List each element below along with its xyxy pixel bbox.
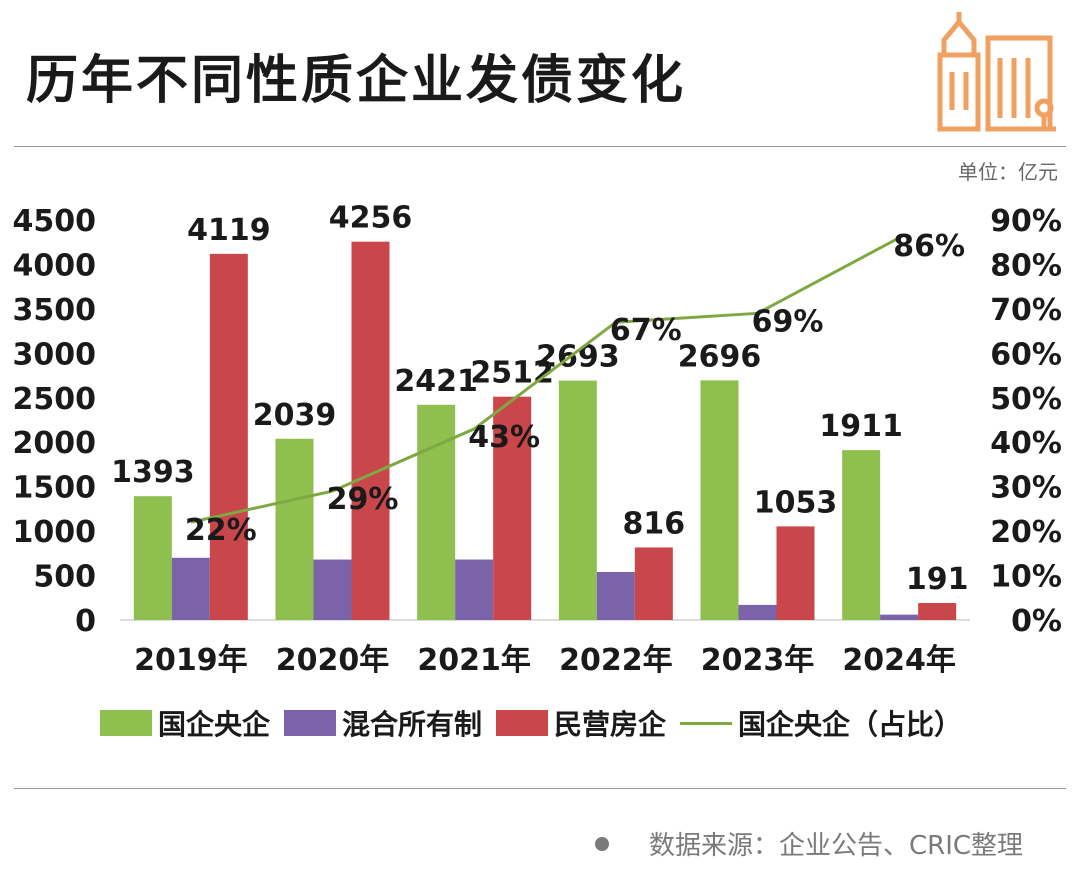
y-tick-label: 4000	[13, 248, 97, 283]
y-tick-label: 2000	[13, 426, 97, 461]
y2-tick-label: 60%	[990, 337, 1062, 372]
bar-soe	[417, 404, 456, 620]
legend-swatch-private	[496, 710, 549, 736]
bar-private	[634, 547, 673, 620]
top-divider	[14, 146, 1066, 147]
legend-item-mixed: 混合所有制	[284, 703, 482, 743]
x-tick-label: 2021年	[417, 643, 531, 678]
x-tick-label: 2020年	[276, 643, 390, 678]
y2-tick-label: 80%	[990, 248, 1062, 283]
data-label: 2039	[253, 398, 337, 433]
ratio-label: 86%	[893, 229, 965, 264]
source-text: 数据来源：企业公告、CRIC整理	[649, 831, 1024, 861]
legend-label-private: 民营房企	[554, 708, 667, 741]
y-tick-label: 3000	[13, 337, 97, 372]
data-label: 191	[906, 562, 969, 597]
legend-label-ratio: 国企央企（占比）	[738, 708, 963, 741]
x-tick-label: 2019年	[134, 643, 248, 678]
bar-mixed	[313, 559, 352, 620]
data-label: 2693	[536, 340, 620, 375]
y2-tick-label: 20%	[990, 515, 1062, 550]
y-tick-label: 3500	[13, 293, 97, 328]
data-label: 2696	[678, 339, 762, 374]
unit-label: 单位：亿元	[958, 160, 1058, 184]
data-label: 4119	[187, 213, 271, 248]
data-label: 1911	[819, 409, 903, 444]
y2-tick-label: 0%	[1011, 604, 1062, 639]
x-tick-label: 2024年	[842, 643, 956, 678]
ratio-label: 67%	[610, 313, 682, 348]
y2-tick-label: 40%	[990, 426, 1062, 461]
y2-tick-label: 10%	[990, 560, 1062, 595]
bar-soe	[133, 496, 172, 620]
bar-mixed	[738, 604, 777, 620]
legend-item-ratio: 国企央企（占比）	[680, 703, 962, 743]
bar-private	[209, 253, 248, 620]
legend-swatch-soe	[100, 710, 152, 736]
legend-item-soe: 国企央企	[100, 703, 270, 743]
source-note: 数据来源：企业公告、CRIC整理	[595, 825, 1023, 862]
bar-soe	[842, 450, 881, 620]
y-tick-label: 1000	[13, 515, 97, 550]
y-tick-label: 1500	[13, 471, 97, 506]
x-tick-label: 2022年	[559, 643, 673, 678]
bar-mixed	[455, 559, 494, 620]
data-label: 816	[623, 506, 686, 541]
bar-private	[918, 603, 957, 620]
data-label: 1053	[754, 485, 838, 520]
bar-line-chart: 0 500 1000 1500 2000 2500 3000 3500 4000 4500 0% 10…	[13, 201, 1063, 678]
y-tick-label: 2500	[13, 382, 97, 417]
legend-swatch-mixed	[284, 710, 337, 736]
legend-line-ratio	[680, 721, 733, 725]
legend-label-mixed: 混合所有制	[342, 708, 483, 741]
data-label: 2512	[470, 356, 554, 391]
ratio-label: 29%	[327, 482, 399, 517]
bar-mixed	[596, 572, 635, 620]
y2-tick-label: 30%	[990, 471, 1062, 506]
bar-mixed	[880, 614, 919, 620]
y-tick-label: 4500	[13, 204, 97, 239]
data-label: 4256	[329, 201, 413, 236]
x-tick-label: 2023年	[701, 643, 815, 678]
ratio-label: 69%	[752, 304, 824, 339]
bar-private	[776, 526, 815, 620]
page-title: 历年不同性质企业发债变化	[26, 51, 687, 111]
ratio-label: 43%	[468, 420, 540, 455]
y-tick-label: 500	[33, 560, 96, 595]
y2-tick-label: 90%	[990, 204, 1062, 239]
bar-soe	[275, 438, 314, 620]
legend-item-private: 民营房企	[496, 703, 666, 743]
bar-mixed	[171, 557, 210, 620]
data-label: 2421	[394, 364, 478, 399]
y2-tick-label: 50%	[990, 382, 1062, 417]
bar-private	[493, 396, 532, 620]
bar-soe	[700, 380, 739, 620]
ratio-label: 22%	[185, 513, 257, 548]
bar-private	[351, 241, 390, 620]
bar-soe	[558, 380, 597, 620]
ratio-line	[190, 236, 900, 524]
legend-label-soe: 国企央企	[158, 708, 271, 741]
bullet-icon	[595, 836, 609, 851]
y2-tick-label: 70%	[990, 293, 1062, 328]
y-tick-label: 0	[75, 604, 96, 639]
chart-legend: 国企央企 混合所有制 民营房企 国企央企（占比）	[100, 703, 976, 743]
bottom-divider	[14, 788, 1066, 789]
building-icon	[930, 10, 1060, 139]
data-label: 1393	[111, 455, 195, 490]
